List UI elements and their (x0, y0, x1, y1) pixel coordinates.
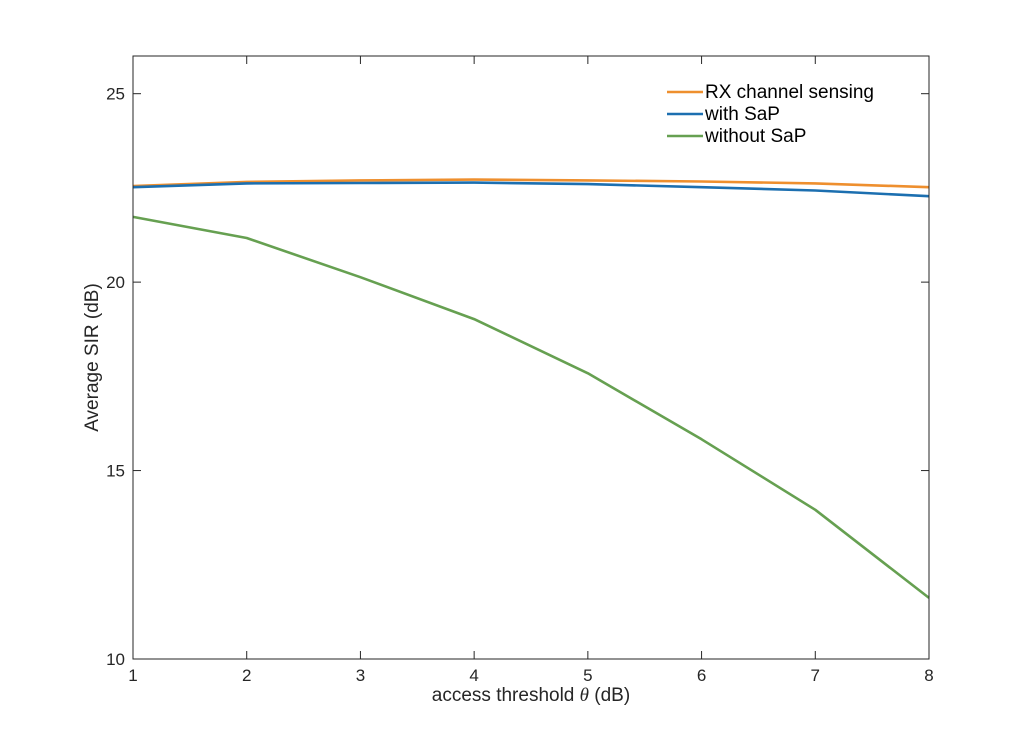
series-line-2 (132, 181, 930, 198)
x-tick-label: 8 (924, 666, 933, 685)
x-axis-ticks: 1 2 3 4 5 6 7 8 (128, 56, 934, 685)
y-axis-ticks: 10 15 20 25 (106, 85, 929, 669)
y-tick-label: 15 (106, 462, 125, 481)
y-tick-label: 20 (106, 273, 125, 292)
series-line-3 (132, 215, 930, 599)
x-tick-label: 3 (356, 666, 365, 685)
legend-label: with SaP (704, 104, 780, 125)
x-tick-label: 1 (128, 666, 137, 685)
legend-label: RX channel sensing (705, 82, 874, 103)
x-tick-label: 2 (242, 666, 251, 685)
x-axis-label: access threshold θ (dB) (432, 685, 630, 706)
series-line-1 (132, 178, 930, 189)
x-axis-label-symbol: θ (580, 685, 589, 706)
plot-area: 1 2 3 4 5 6 7 8 10 15 20 25 (106, 55, 934, 685)
x-axis-label-prefix: access threshold (432, 685, 580, 706)
x-tick-label: 6 (697, 666, 706, 685)
x-tick-label: 5 (583, 666, 592, 685)
axes-frame (132, 55, 930, 660)
y-tick-label: 25 (106, 85, 125, 104)
series-layer (132, 178, 930, 599)
legend-label: without SaP (704, 126, 806, 147)
y-axis-label: Average SIR (dB) (82, 283, 103, 432)
y-tick-label: 10 (106, 650, 125, 669)
x-tick-label: 4 (469, 666, 478, 685)
x-tick-label: 7 (811, 666, 820, 685)
x-axis-label-suffix: (dB) (589, 685, 630, 706)
